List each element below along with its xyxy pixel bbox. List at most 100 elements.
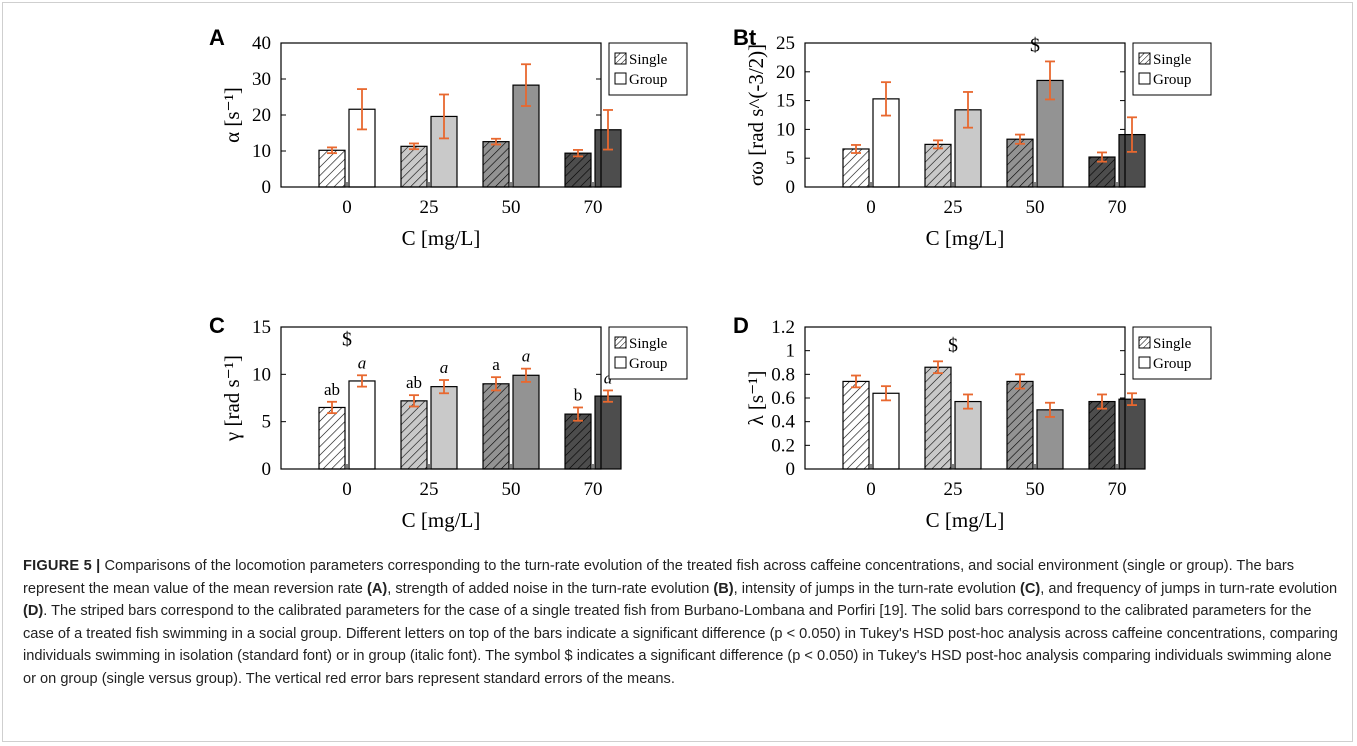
legend-label-single: Single [629,336,668,352]
x-tick-label: 25 [420,479,439,500]
bar-single [564,152,592,188]
y-tick-label: 5 [262,412,272,433]
bar-single [318,149,346,188]
legend-swatch-single [614,336,627,349]
bar-single [842,148,870,188]
y-tick-label: 25 [776,33,795,54]
dollar-marker: $ [342,328,352,350]
x-tick-label: 0 [342,197,352,218]
dollar-marker: $ [948,334,958,356]
panel-letter: A [209,25,225,50]
bar-single [400,145,428,188]
bar-group [430,386,458,470]
y-tick-label: 15 [252,317,271,338]
x-tick-label: 0 [866,479,876,500]
legend-box [1132,326,1212,380]
x-tick-label: 25 [420,197,439,218]
x-axis-label: C [mg/L] [926,226,1005,250]
bar-group [594,395,622,470]
y-tick-label: 0 [262,177,272,198]
y-tick-label: 0 [262,459,272,480]
y-tick-label: 0.4 [771,412,795,433]
axes-frame [280,326,602,470]
y-tick-label: 0.6 [771,388,795,409]
y-axis-label: λ [s⁻¹] [744,371,768,426]
legend-label-single: Single [1153,52,1192,68]
caption-text-5: . The striped bars correspond to the cal… [23,603,1338,687]
significance-letter-group: a [440,358,449,377]
legend-swatch-single [1138,52,1151,65]
significance-letter-single: ab [324,380,340,399]
bar-group [512,374,540,470]
x-axis-label: C [mg/L] [402,226,481,250]
significance-letter-group: a [604,368,613,387]
y-tick-label: 5 [786,148,796,169]
bar-single [482,383,510,470]
y-tick-label: 20 [776,62,795,83]
y-tick-label: 20 [252,105,271,126]
panel-letter: D [733,313,749,338]
bar-group [954,400,982,470]
legend-swatch-group [1138,72,1151,85]
bar-single [482,141,510,188]
legend-swatch-group [1138,356,1151,369]
legend-box [608,326,688,380]
legend-label-group: Group [1153,72,1191,88]
y-tick-label: 10 [252,364,271,385]
legend-label-single: Single [629,52,668,68]
y-tick-label: 1.2 [771,317,795,338]
x-tick-label: 50 [1026,197,1045,218]
legend-swatch-single [1138,336,1151,349]
legend-label-single: Single [1153,336,1192,352]
x-tick-label: 70 [1108,197,1127,218]
significance-letter-group: a [522,347,531,366]
x-tick-label: 50 [502,479,521,500]
axes-frame [804,42,1126,188]
caption-figure-label: FIGURE 5 | [23,558,101,574]
x-tick-label: 70 [1108,479,1127,500]
bar-single [1006,380,1034,470]
bar-single [1006,138,1034,188]
y-axis-label: α [s⁻¹] [220,87,244,143]
chart-panel-a: A 0 10 20 30 40 α [s⁻¹] 0 25 50 70 C [mg/L] Single Gr… [209,25,688,250]
bar-group [1036,409,1064,470]
caption-text-3: , intensity of jumps in the turn-rate ev… [733,580,1020,597]
caption-ref-a: (A) [366,580,388,597]
caption-ref-c: (C) [1020,580,1041,597]
y-tick-label: 15 [776,91,795,112]
bar-single [318,406,346,470]
y-tick-label: 30 [252,69,271,90]
significance-letter-group: a [358,353,367,372]
y-tick-label: 0.2 [771,435,795,456]
x-tick-label: 50 [1026,479,1045,500]
y-tick-label: 0.8 [771,364,795,385]
dollar-marker: $ [1030,34,1040,56]
panel-letter: C [209,313,225,338]
caption-ref-d: (D) [23,603,44,619]
x-tick-label: 0 [342,479,352,500]
legend-swatch-group [614,72,627,85]
panel-letter: Bt [733,25,757,50]
y-tick-label: 0 [786,177,796,198]
x-tick-label: 50 [502,197,521,218]
legend-label-group: Group [1153,356,1191,372]
legend-swatch-single [614,52,627,65]
bar-single [842,380,870,470]
legend-swatch-group [614,356,627,369]
x-axis-label: C [mg/L] [402,508,481,532]
bar-single [400,400,428,470]
axes-frame [804,326,1126,470]
y-tick-label: 0 [786,459,796,480]
bar-single [924,143,952,188]
x-axis-label: C [mg/L] [926,508,1005,532]
bar-group [348,380,376,470]
y-tick-label: 10 [776,119,795,140]
x-tick-label: 25 [944,197,963,218]
significance-letter-single: ab [406,373,422,392]
chart-panel-d: D 0 0.20.4 0.6 0.81 1.2 λ [s⁻¹] 0 25 $50 70 C [mg/L… [733,313,1212,532]
bar-single [564,413,592,470]
bar-group [1118,398,1146,470]
x-tick-label: 70 [584,479,603,500]
y-tick-label: 40 [252,33,271,54]
